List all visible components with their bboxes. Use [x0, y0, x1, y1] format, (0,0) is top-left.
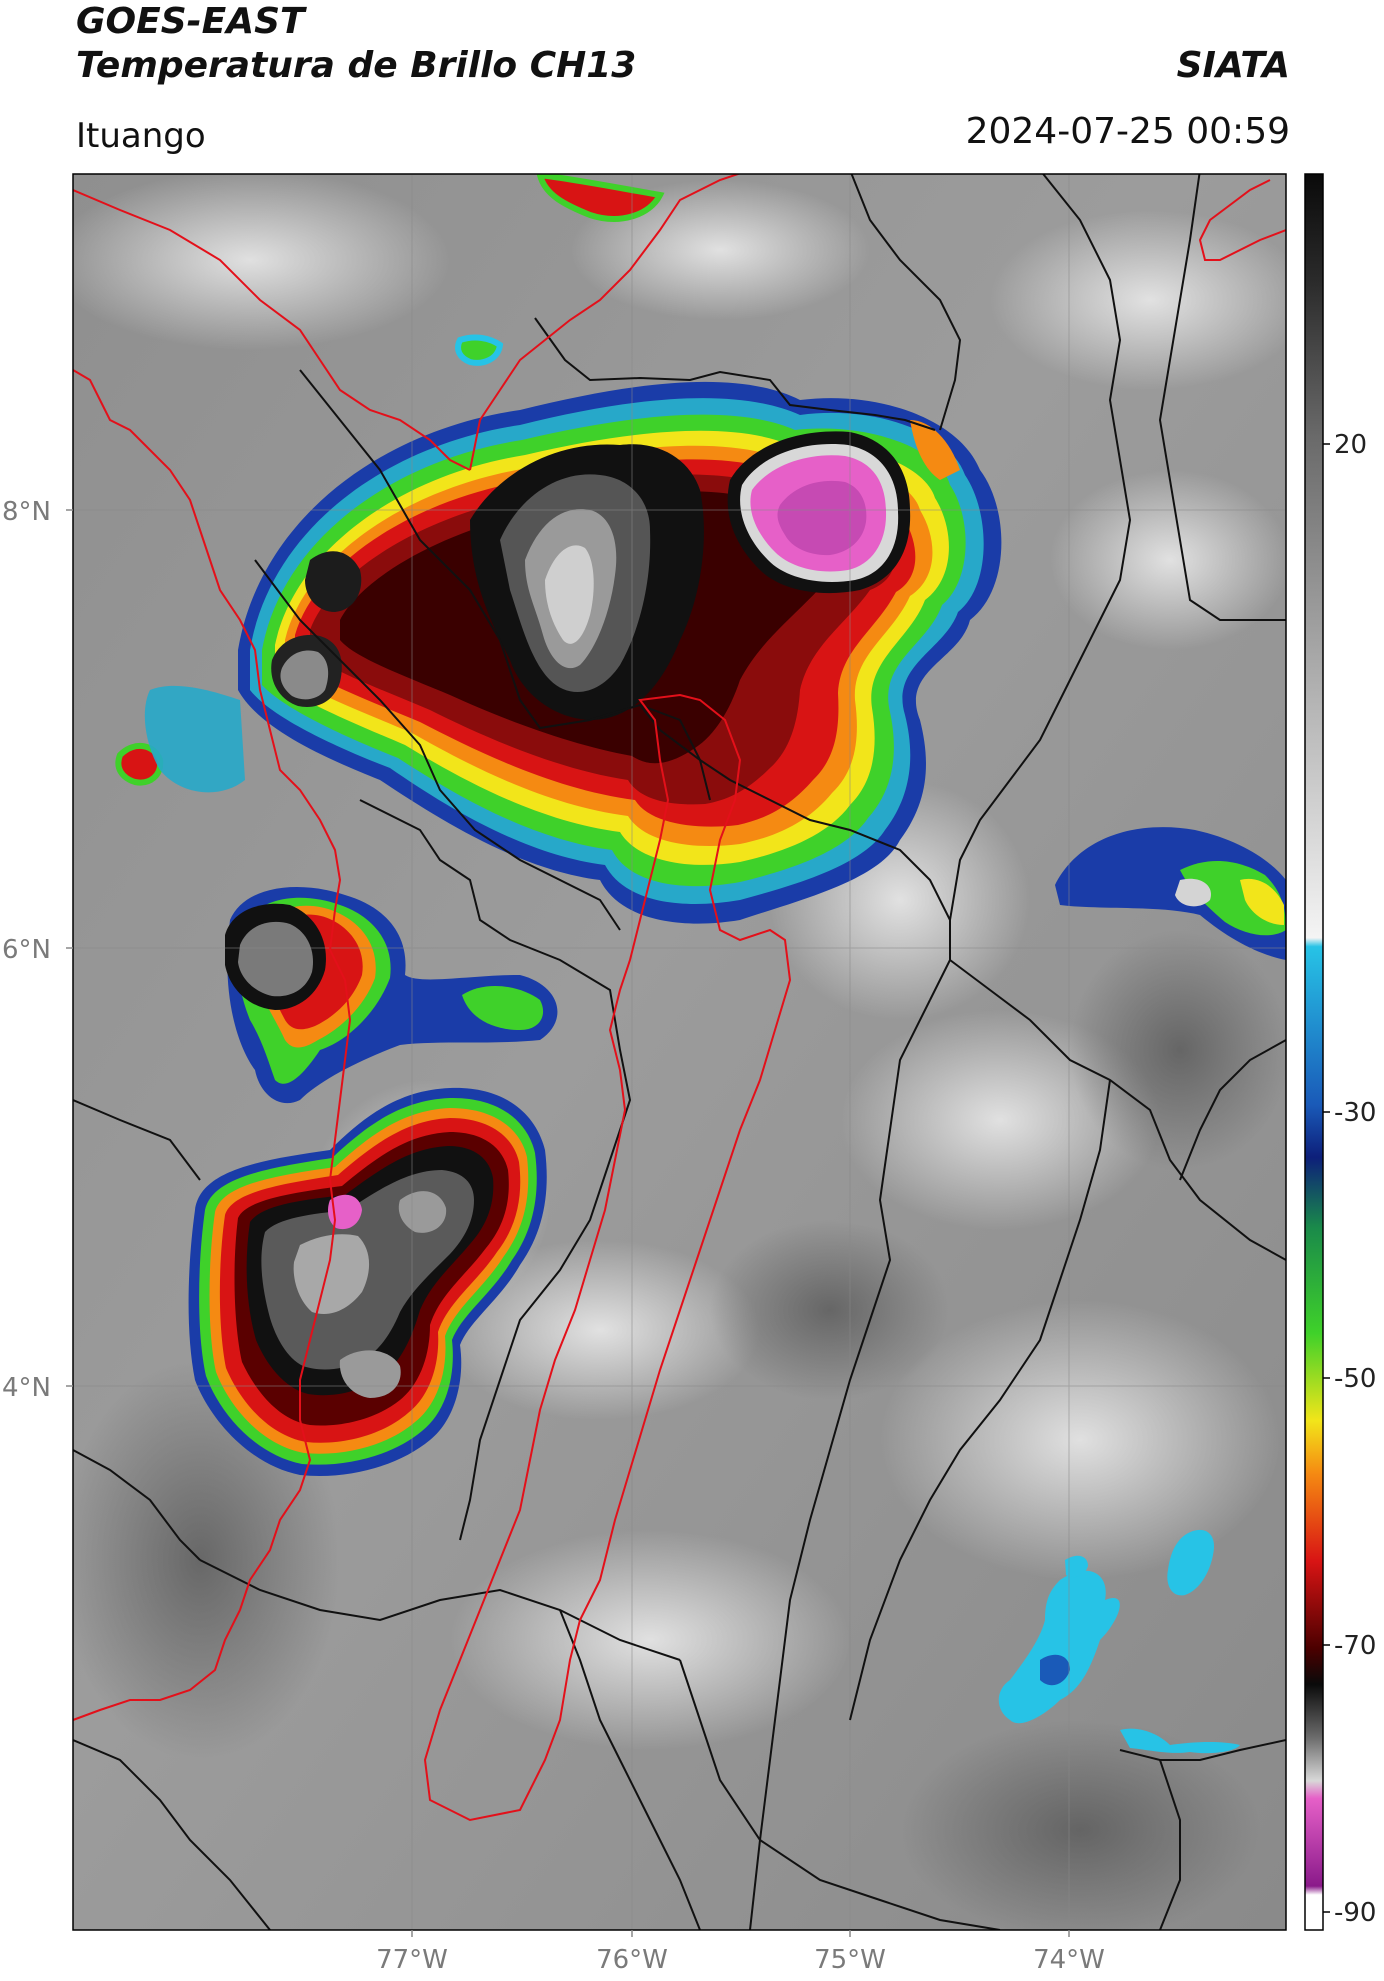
colorbar-label-minus30: -30	[1334, 1098, 1376, 1128]
convective-system-north	[115, 174, 1002, 924]
colorbar-label-minus50: -50	[1334, 1364, 1376, 1394]
convective-cell-east	[1055, 827, 1286, 960]
lat-label-8n: 8°N	[2, 497, 51, 527]
organization-label: SIATA	[1176, 45, 1290, 86]
coastline	[73, 174, 1286, 1822]
lon-label-74w: 74°W	[1033, 1945, 1105, 1975]
map-frame	[72, 173, 1287, 1931]
convective-cell-middle	[225, 887, 558, 1104]
title-satellite: GOES-EAST	[76, 1, 305, 42]
lon-label-77w: 77°W	[376, 1945, 448, 1975]
department-borders	[73, 174, 1286, 1930]
colorbar-label-minus90: -90	[1334, 1898, 1376, 1928]
lon-label-75w: 75°W	[814, 1945, 886, 1975]
title-product: Temperatura de Brillo CH13	[76, 45, 637, 86]
colorbar-scale	[1304, 173, 1324, 1931]
timestamp-label: 2024-07-25 00:59	[965, 111, 1290, 152]
lat-label-4n: 4°N	[2, 1373, 51, 1403]
lat-label-6n: 6°N	[2, 935, 51, 965]
region-label: Ituango	[76, 116, 206, 156]
axis-ticks	[66, 509, 1070, 1937]
colorbar-label-20: 20	[1334, 430, 1367, 460]
colorbar: 20 -30 -50 -70 -90	[1304, 173, 1376, 1931]
cold-cloud-cells-southeast	[998, 1529, 1240, 1754]
map-area	[73, 174, 1286, 1930]
lon-label-76w: 76°W	[596, 1945, 668, 1975]
graticule	[73, 174, 1286, 1930]
colorbar-label-minus70: -70	[1334, 1631, 1376, 1661]
